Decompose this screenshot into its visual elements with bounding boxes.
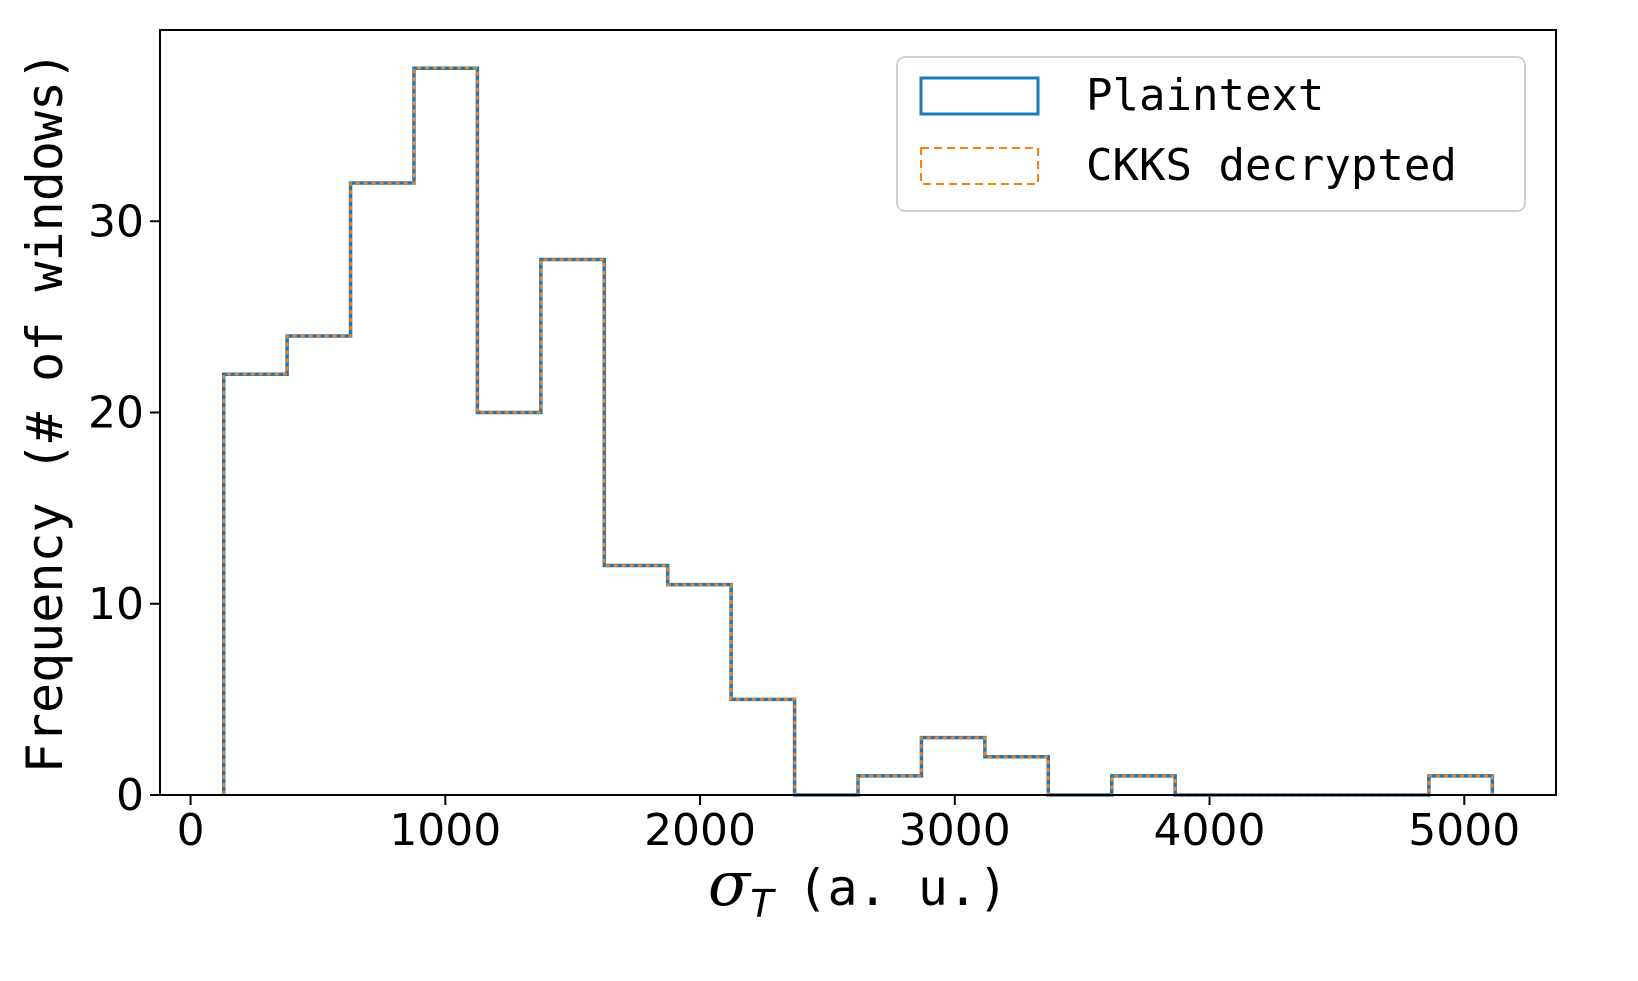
y-axis-label: Frequency (# of windows) bbox=[16, 51, 74, 773]
x-axis-label-symbol: σ bbox=[708, 847, 752, 920]
x-tick-label: 0 bbox=[177, 805, 205, 856]
x-tick-label: 1000 bbox=[389, 805, 501, 856]
axis-ticks: 0 1000 2000 3000 4000 5000 0 10 20 30 bbox=[88, 196, 1520, 856]
x-axis-label-units: (a. u.) bbox=[797, 859, 1008, 917]
x-tick-label: 4000 bbox=[1154, 805, 1266, 856]
plot-area-frame bbox=[159, 29, 1557, 796]
y-tick-label: 20 bbox=[88, 388, 144, 439]
legend-label-ckks-decrypted: CKKS decrypted bbox=[1086, 140, 1457, 191]
x-tick-label: 3000 bbox=[899, 805, 1011, 856]
y-tick-label: 0 bbox=[116, 770, 144, 821]
x-tick-label: 5000 bbox=[1408, 805, 1520, 856]
y-tick-label: 10 bbox=[88, 579, 144, 630]
legend-box bbox=[896, 56, 1526, 212]
legend-swatch-ckks-decrypted bbox=[920, 147, 1039, 185]
x-axis-label: σT (a. u.) bbox=[708, 847, 1008, 926]
legend-swatch-plaintext bbox=[919, 76, 1040, 116]
x-tick-label: 2000 bbox=[644, 805, 756, 856]
x-axis-label-subscript: T bbox=[750, 882, 776, 926]
y-tick-label: 30 bbox=[88, 196, 144, 247]
legend: Plaintext CKKS decrypted bbox=[896, 56, 1526, 212]
legend-label-plaintext: Plaintext bbox=[1086, 70, 1324, 121]
